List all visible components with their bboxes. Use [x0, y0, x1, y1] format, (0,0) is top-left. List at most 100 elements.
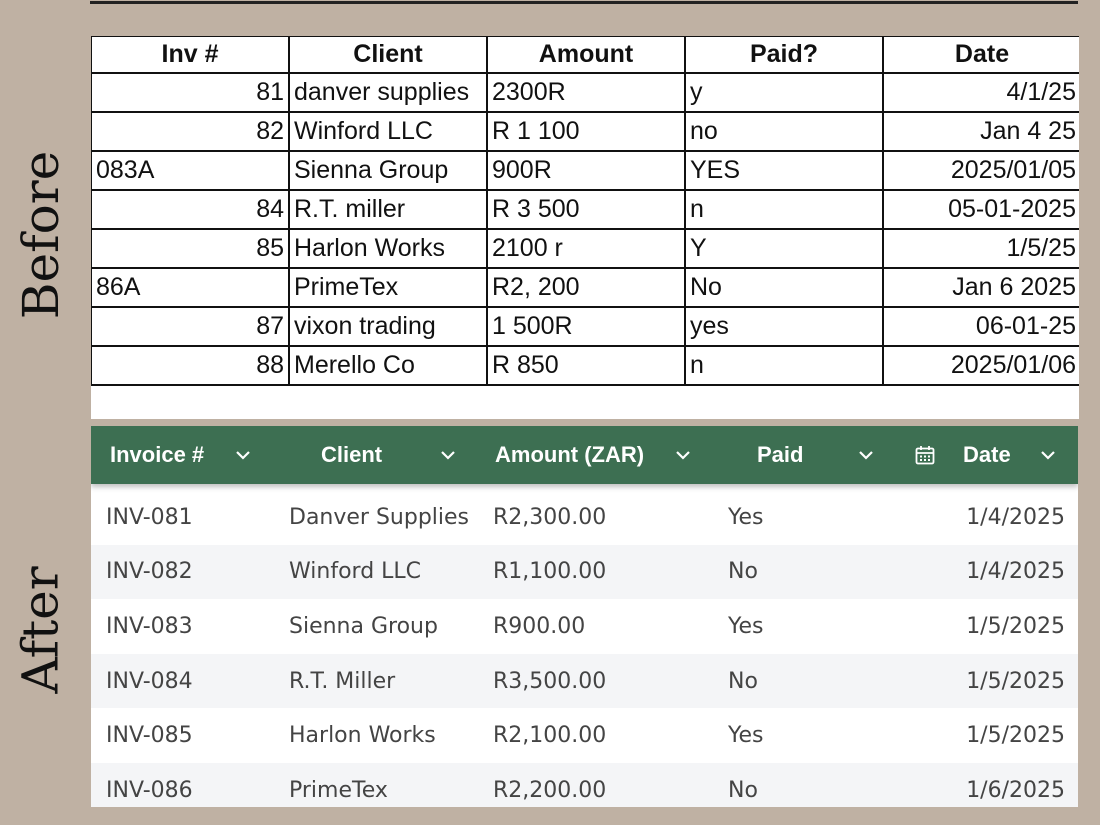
header-date[interactable]: Date [963, 442, 1011, 467]
cell-client: PrimeTex [289, 777, 388, 803]
header-amount[interactable]: Amount (ZAR) [495, 442, 645, 467]
chevron-down-icon[interactable] [856, 426, 876, 484]
before-cell-inv[interactable]: 81 [91, 72, 290, 113]
before-cell-date[interactable]: 4/1/25 [882, 72, 1079, 113]
table-row[interactable]: INV-086 PrimeTex R2,200.00 No 1/6/2025 [91, 762, 1078, 807]
cell-client: Sienna Group [289, 613, 438, 639]
table-row[interactable]: INV-082 Winford LLC R1,100.00 No 1/4/2025 [91, 544, 1078, 600]
before-row: 82 Winford LLC R 1 100 no Jan 4 25 [91, 111, 1079, 152]
before-cell-inv[interactable]: 86A [91, 267, 290, 308]
before-cell-client[interactable]: vixon trading [288, 306, 488, 347]
cell-date: 1/5/2025 [966, 613, 1065, 639]
cell-amount: R3,500.00 [493, 668, 607, 694]
before-cell-client[interactable]: Merello Co [288, 345, 488, 386]
before-row: 87 vixon trading 1 500R yes 06-01-25 [91, 306, 1079, 347]
after-header-row: Invoice # Client Amount (ZAR) Paid Date [91, 426, 1078, 484]
before-cell-inv[interactable]: 87 [91, 306, 290, 347]
cell-date: 1/5/2025 [966, 723, 1065, 749]
after-rows: INV-081 Danver Supplies R2,300.00 Yes 1/4/20… [91, 490, 1078, 807]
before-cell-inv[interactable]: 84 [91, 189, 290, 230]
header-paid[interactable]: Paid [757, 442, 804, 467]
cell-client: Harlon Works [289, 723, 436, 749]
before-cell-paid[interactable]: n [684, 189, 884, 230]
after-label: After [12, 566, 71, 694]
cell-date: 1/6/2025 [966, 777, 1065, 803]
calendar-icon [914, 426, 936, 484]
cell-paid: Yes [728, 723, 764, 749]
chevron-down-icon[interactable] [233, 426, 253, 484]
cell-amount: R900.00 [493, 613, 586, 639]
before-cell-date[interactable]: 05-01-2025 [882, 189, 1079, 230]
before-header-client: Client [288, 36, 488, 74]
cell-amount: R2,200.00 [493, 777, 607, 803]
before-cell-paid[interactable]: no [684, 111, 884, 152]
before-spreadsheet: Inv # Client Amount Paid? Date 81 danver … [91, 36, 1079, 419]
table-row[interactable]: INV-085 Harlon Works R2,100.00 Yes 1/5/2025 [91, 708, 1078, 763]
before-cell-date[interactable]: 1/5/25 [882, 228, 1079, 269]
before-cell-date[interactable]: 06-01-25 [882, 306, 1079, 347]
before-cell-paid[interactable]: No [684, 267, 884, 308]
before-cell-date[interactable]: Jan 6 2025 [882, 267, 1079, 308]
before-cell-paid[interactable]: YES [684, 150, 884, 191]
before-cell-client[interactable]: Harlon Works [288, 228, 488, 269]
cell-client: R.T. Miller [289, 668, 396, 694]
cell-date: 1/5/2025 [966, 668, 1065, 694]
chevron-down-icon[interactable] [1038, 426, 1058, 484]
before-row: 083A Sienna Group 900R YES 2025/01/05 [91, 150, 1079, 191]
before-row: 85 Harlon Works 2100 r Y 1/5/25 [91, 228, 1079, 269]
before-cell-amount[interactable]: R 3 500 [486, 189, 686, 230]
before-cell-amount[interactable]: R 1 100 [486, 111, 686, 152]
before-header-row: Inv # Client Amount Paid? Date [91, 36, 1079, 74]
cell-inv: INV-081 [106, 504, 193, 530]
cell-inv: INV-082 [106, 559, 193, 585]
before-row: 86A PrimeTex R2, 200 No Jan 6 2025 [91, 267, 1079, 308]
before-cell-amount[interactable]: R 850 [486, 345, 686, 386]
before-cell-date[interactable]: 2025/01/05 [882, 150, 1079, 191]
cell-client: Danver Supplies [289, 504, 470, 530]
after-table: Invoice # Client Amount (ZAR) Paid Date … [91, 426, 1078, 807]
before-label: Before [12, 150, 70, 320]
before-cell-client[interactable]: PrimeTex [288, 267, 488, 308]
chevron-down-icon[interactable] [673, 426, 693, 484]
table-row[interactable]: INV-084 R.T. Miller R3,500.00 No 1/5/2025 [91, 653, 1078, 709]
cell-paid: Yes [728, 504, 764, 530]
before-cell-inv[interactable]: 88 [91, 345, 290, 386]
before-cell-client[interactable]: Sienna Group [288, 150, 488, 191]
before-cell-amount[interactable]: 1 500R [486, 306, 686, 347]
cell-paid: No [728, 777, 758, 803]
cell-paid: No [728, 559, 758, 585]
cell-amount: R2,100.00 [493, 723, 607, 749]
cell-amount: R2,300.00 [493, 504, 607, 530]
cell-date: 1/4/2025 [966, 504, 1065, 530]
before-cell-client[interactable]: R.T. miller [288, 189, 488, 230]
before-cell-inv[interactable]: 083A [91, 150, 290, 191]
before-header-paid: Paid? [684, 36, 884, 74]
before-cell-date[interactable]: 2025/01/06 [882, 345, 1079, 386]
cell-inv: INV-083 [106, 613, 193, 639]
cell-amount: R1,100.00 [493, 559, 607, 585]
before-cell-paid[interactable]: n [684, 345, 884, 386]
before-row: 81 danver supplies 2300R y 4/1/25 [91, 72, 1079, 113]
header-client[interactable]: Client [321, 442, 383, 467]
cell-inv: INV-086 [106, 777, 193, 803]
before-cell-client[interactable]: danver supplies [288, 72, 488, 113]
before-cell-amount[interactable]: 2300R [486, 72, 686, 113]
before-cell-amount[interactable]: 900R [486, 150, 686, 191]
before-cell-amount[interactable]: 2100 r [486, 228, 686, 269]
cell-inv: INV-085 [106, 723, 193, 749]
before-cell-client[interactable]: Winford LLC [288, 111, 488, 152]
cell-date: 1/4/2025 [966, 559, 1065, 585]
before-cell-date[interactable]: Jan 4 25 [882, 111, 1079, 152]
before-header-inv: Inv # [91, 36, 290, 74]
chevron-down-icon[interactable] [438, 426, 458, 484]
before-cell-inv[interactable]: 85 [91, 228, 290, 269]
before-cell-inv[interactable]: 82 [91, 111, 290, 152]
before-row: 84 R.T. miller R 3 500 n 05-01-2025 [91, 189, 1079, 230]
before-cell-amount[interactable]: R2, 200 [486, 267, 686, 308]
before-cell-paid[interactable]: Y [684, 228, 884, 269]
header-invoice[interactable]: Invoice # [110, 442, 205, 467]
table-row[interactable]: INV-081 Danver Supplies R2,300.00 Yes 1/4/20… [91, 490, 1078, 545]
before-cell-paid[interactable]: yes [684, 306, 884, 347]
before-cell-paid[interactable]: y [684, 72, 884, 113]
table-row[interactable]: INV-083 Sienna Group R900.00 Yes 1/5/2025 [91, 599, 1078, 654]
